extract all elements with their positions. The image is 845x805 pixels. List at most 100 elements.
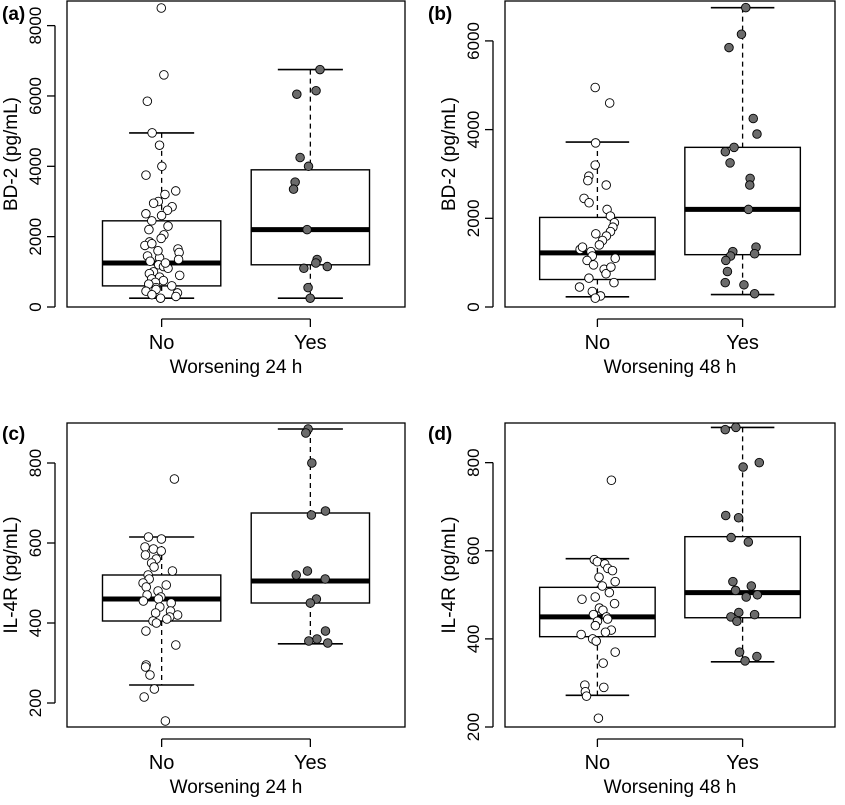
data-point-no	[588, 260, 599, 270]
data-point-no	[145, 670, 155, 680]
data-point-yes	[303, 161, 314, 172]
data-point-no	[590, 620, 601, 631]
data-point-no	[584, 273, 594, 283]
data-point-yes	[732, 616, 742, 627]
data-point-yes	[722, 266, 733, 277]
y-axis-label: IL-4R (pg/mL)	[439, 516, 460, 633]
panel-label: (c)	[2, 424, 25, 445]
data-point-no	[140, 662, 151, 672]
panel-b: (b) 0 2000 4000 6000 BD-2 (pg/mL) No Yes Worseni…	[428, 0, 836, 378]
data-point-yes	[302, 566, 313, 576]
data-point-no	[591, 636, 601, 646]
data-point-yes	[320, 626, 331, 636]
data-point-no	[149, 684, 160, 694]
data-point-yes	[301, 428, 311, 438]
y-tick-label: 2000	[26, 218, 45, 256]
data-point-yes	[305, 293, 315, 303]
data-point-no	[577, 242, 588, 252]
y-tick-label: 200	[26, 689, 45, 717]
data-point-yes	[307, 458, 317, 468]
data-point-yes	[306, 510, 317, 520]
data-point-no	[594, 572, 604, 582]
data-point-no	[156, 210, 167, 221]
data-point-yes	[749, 249, 760, 259]
data-point-no	[140, 550, 151, 560]
data-point-yes	[752, 129, 762, 139]
data-point-no	[147, 216, 157, 226]
y-axis-label: BD-2 (pg/mL)	[1, 97, 22, 211]
data-point-no	[610, 253, 620, 263]
data-point-yes	[322, 261, 333, 272]
iqr-box	[684, 146, 802, 256]
data-point-no	[163, 221, 173, 231]
panel-label: (b)	[428, 4, 452, 25]
data-point-no	[147, 289, 157, 300]
data-point-no	[154, 140, 165, 150]
y-tick-label: 0	[464, 302, 483, 311]
y-tick-label: 2000	[464, 199, 483, 237]
x-tick-label-yes: Yes	[726, 332, 759, 354]
data-point-no	[161, 580, 172, 590]
y-tick-label: 600	[464, 537, 483, 565]
x-tick-label-no: No	[585, 332, 611, 354]
data-point-no	[594, 240, 605, 250]
data-point-no	[160, 258, 171, 268]
panel-a: (a) 0 2000 4000 6000 8000 BD-2 (pg/mL) No Yes Wor…	[1, 0, 406, 378]
data-point-yes	[299, 263, 309, 274]
data-point-no	[173, 254, 184, 265]
data-point-no	[156, 3, 167, 13]
data-point-yes	[305, 598, 316, 608]
data-point-yes	[725, 158, 735, 168]
data-point-yes	[322, 638, 333, 648]
data-point-yes	[315, 64, 325, 75]
data-point-no	[145, 256, 155, 267]
data-point-no	[141, 582, 152, 592]
data-point-yes	[312, 634, 322, 644]
y-tick-label: 6000	[26, 77, 45, 115]
data-point-no	[172, 610, 183, 620]
data-point-no	[591, 229, 601, 239]
data-point-no	[610, 576, 620, 587]
data-point-yes	[721, 255, 731, 266]
data-point-yes	[291, 570, 301, 580]
iqr-box	[538, 216, 656, 281]
data-point-yes	[734, 607, 744, 618]
iqr-box	[684, 535, 802, 619]
box-yes	[684, 6, 802, 296]
y-tick-label: 400	[464, 625, 483, 653]
data-point-yes	[303, 282, 313, 293]
data-point-yes	[734, 647, 745, 657]
data-point-yes	[741, 2, 751, 13]
data-point-yes	[740, 656, 750, 666]
data-point-yes	[752, 651, 762, 662]
data-point-no	[590, 160, 600, 170]
data-point-yes	[746, 581, 757, 591]
data-point-no	[174, 270, 185, 281]
panel-d: (d) 200 400 600 800 IL-4R (pg/mL) No Yes Worseni…	[428, 422, 836, 798]
data-point-no	[583, 175, 593, 186]
data-point-no	[599, 682, 609, 693]
iqr-box	[250, 512, 371, 604]
x-tick-label-no: No	[149, 332, 175, 354]
x-tick-label-yes: Yes	[294, 332, 327, 354]
data-point-no	[606, 475, 617, 486]
data-point-no	[153, 594, 164, 604]
data-point-no	[155, 293, 166, 303]
data-point-no	[601, 268, 611, 279]
data-point-yes	[749, 609, 760, 620]
data-point-yes	[731, 422, 741, 433]
data-point-no	[156, 534, 167, 544]
data-point-no	[142, 96, 153, 106]
data-point-yes	[743, 537, 754, 547]
data-point-no	[584, 198, 594, 208]
data-point-yes	[745, 180, 755, 190]
data-point-no	[576, 629, 586, 640]
data-point-yes	[720, 424, 730, 435]
data-point-yes	[724, 42, 734, 53]
data-point-no	[167, 281, 177, 291]
data-point-no	[581, 691, 592, 701]
data-point-no	[162, 205, 173, 216]
data-point-no	[590, 293, 601, 303]
data-point-no	[149, 562, 159, 572]
x-tick-label-yes: Yes	[294, 752, 327, 774]
